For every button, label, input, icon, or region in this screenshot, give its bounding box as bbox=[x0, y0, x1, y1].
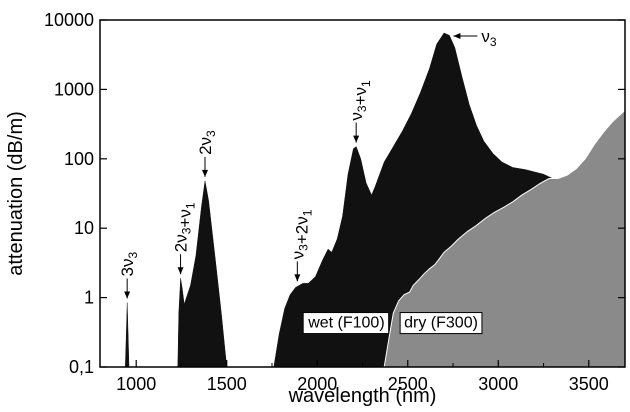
annotation-2: 2ν3 bbox=[196, 130, 218, 155]
annotation-1: 2ν3+ν1 bbox=[172, 202, 198, 252]
wet-area-1 bbox=[177, 180, 227, 368]
x-tick-label-1500: 1500 bbox=[207, 374, 247, 394]
y-tick-label-4: 1000 bbox=[54, 79, 94, 99]
annotation-4: ν3+ν1 bbox=[347, 80, 373, 121]
wet-label: wet (F100) bbox=[307, 315, 384, 332]
annotation-5: ν3 bbox=[481, 27, 497, 49]
y-tick-label-3: 100 bbox=[64, 149, 94, 169]
y-axis-title: attenuation (dB/m) bbox=[5, 111, 27, 276]
y-tick-label-5: 10000 bbox=[44, 10, 94, 30]
x-tick-label-2500: 2500 bbox=[388, 374, 428, 394]
annotation-arrowhead-2 bbox=[202, 169, 208, 177]
annotation-arrowhead-5 bbox=[453, 32, 461, 39]
y-tick-label-2: 10 bbox=[74, 218, 94, 238]
y-tick-label-0: 0,1 bbox=[69, 357, 94, 377]
annotation-3: ν3+2ν1 bbox=[288, 209, 314, 259]
x-tick-label-3000: 3000 bbox=[478, 374, 518, 394]
annotation-arrowhead-0 bbox=[124, 291, 131, 299]
wet-series-label: wet (F100) bbox=[302, 312, 390, 335]
dry-label-box bbox=[399, 312, 483, 335]
area-layer bbox=[125, 32, 626, 368]
annotation-arrowhead-3 bbox=[294, 274, 301, 282]
annotation-layer: 3ν3 2ν3+ν1 2ν3 ν3+2ν1 ν3+ν1 ν3 bbox=[118, 27, 497, 299]
x-tick-label-1000: 1000 bbox=[116, 374, 156, 394]
y-tick-label-1: 1 bbox=[84, 288, 94, 308]
tick-layer: 1000 1500 2000 2500 3000 3500 0,1 1 10 100 1000 100… bbox=[44, 10, 625, 394]
wet-area-0 bbox=[125, 302, 130, 368]
annotation-arrowhead-4 bbox=[353, 135, 360, 143]
dry-area-0 bbox=[383, 109, 626, 368]
annotation-arrowhead-1 bbox=[177, 267, 184, 275]
annotation-0: 3ν3 bbox=[118, 252, 140, 277]
wet-label-box bbox=[302, 312, 390, 335]
dry-label: dry (F300) bbox=[404, 315, 478, 332]
dry-series-label: dry (F300) bbox=[399, 312, 483, 335]
x-tick-label-2000: 2000 bbox=[297, 374, 337, 394]
x-axis-title: wavelength (nm) bbox=[288, 385, 437, 407]
x-tick-label-3500: 3500 bbox=[569, 374, 609, 394]
